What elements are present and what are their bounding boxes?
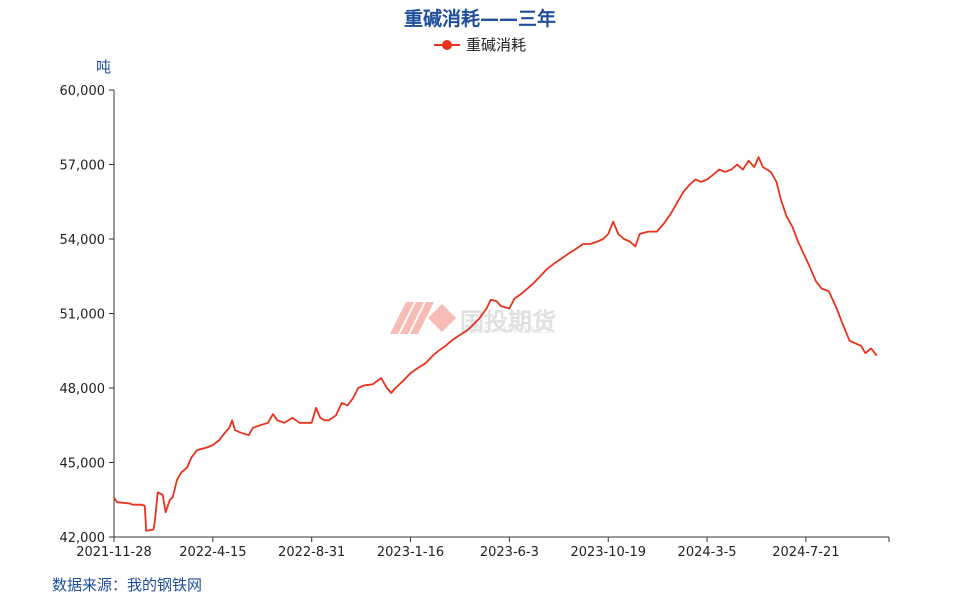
y-tick-label: 54,000: [60, 233, 106, 248]
x-tick-label: 2024-7-21: [772, 545, 839, 560]
data-source: 数据来源：我的钢铁网: [52, 576, 203, 594]
legend-swatch-icon: [433, 39, 460, 51]
x-tick-label: 2024-3-5: [678, 545, 737, 560]
y-tick-label: 45,000: [60, 457, 106, 472]
legend-label: 重碱消耗: [465, 36, 526, 54]
y-tick-label: 51,000: [60, 308, 106, 323]
axes: 42,000 45,000 48,000 51,000 54,000 57,000 60,0…: [60, 84, 890, 560]
x-tick-label: 2023-6-3: [480, 545, 539, 560]
y-axis-unit: 吨: [96, 58, 112, 76]
watermark-sub: SDIC FUTURES: [462, 326, 552, 336]
y-tick-label: 57,000: [60, 159, 106, 174]
x-tick-label: 2021-11-28: [76, 545, 152, 560]
watermark-logo-icon: [390, 302, 456, 334]
series-line: [113, 156, 878, 532]
y-tick-label: 48,000: [60, 382, 106, 397]
x-tick-label: 2022-8-31: [278, 545, 345, 560]
chart-title: 重碱消耗——三年: [403, 8, 556, 30]
x-tick-label: 2022-4-15: [179, 545, 246, 560]
plot-area: [113, 156, 878, 532]
y-tick-label: 42,000: [60, 531, 106, 546]
x-tick-label: 2023-10-19: [570, 545, 646, 560]
watermark: 国投期货 SDIC FUTURES: [388, 300, 556, 340]
x-tick-label: 2023-1-16: [377, 545, 444, 560]
y-tick-label: 60,000: [60, 84, 106, 99]
legend[interactable]: 重碱消耗: [0, 34, 960, 55]
